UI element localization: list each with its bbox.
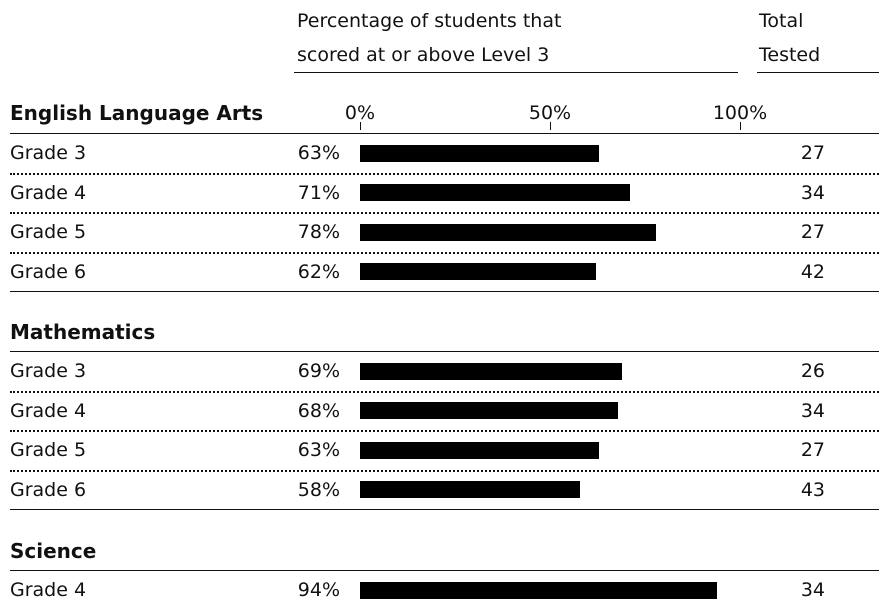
total-tested-value: 43 (800, 478, 825, 501)
total-header-line2: Tested (759, 44, 821, 66)
bar (360, 481, 581, 498)
percent-header-line2: scored at or above Level 3 (297, 44, 550, 66)
row-divider (10, 469, 879, 472)
section-top-rule (10, 351, 879, 352)
percent-header-rule (294, 72, 738, 73)
axis-tick-0 (360, 122, 361, 130)
bar (360, 184, 630, 201)
bar-value-label: 71% (297, 181, 340, 204)
bar-value-label: 63% (297, 142, 340, 164)
total-header-line1: Total (759, 10, 804, 32)
bar (360, 263, 596, 280)
row-label: Grade 5 (10, 221, 87, 243)
row-divider (10, 212, 879, 214)
total-tested-value: 26 (800, 360, 825, 382)
total-header-rule (757, 72, 879, 73)
row-label: Grade 5 (10, 439, 87, 461)
row-label: Grade 6 (10, 260, 87, 283)
section-bottom-rule (10, 509, 879, 510)
row-divider (10, 390, 879, 393)
axis-tick-label-0: 0% (344, 102, 376, 124)
row-label: Grade 3 (10, 360, 87, 382)
bar-value-label: 94% (297, 579, 340, 601)
bar (360, 362, 623, 380)
row-divider (10, 172, 879, 175)
total-tested-value: 34 (800, 181, 825, 204)
axis-tick-label-100: 100% (712, 102, 768, 124)
axis-tick-50 (550, 122, 551, 130)
section-top-rule (10, 570, 879, 571)
row-label: Grade 6 (10, 478, 87, 501)
section-bottom-rule (10, 291, 879, 292)
row-label: Grade 4 (10, 181, 87, 204)
total-tested-value: 42 (800, 260, 825, 283)
bar (360, 441, 600, 459)
total-tested-value: 27 (800, 439, 825, 461)
section-title: English Language Arts (10, 101, 264, 125)
total-tested-value: 27 (800, 221, 825, 243)
row-label: Grade 4 (10, 579, 87, 601)
section-top-rule (10, 133, 879, 134)
bar-value-label: 62% (297, 260, 340, 283)
bar-value-label: 78% (297, 221, 340, 243)
section-title: Mathematics (10, 320, 156, 344)
total-tested-value: 27 (800, 142, 825, 164)
bar-value-label: 68% (297, 399, 340, 422)
bar (360, 144, 600, 162)
bar-value-label: 63% (297, 439, 340, 461)
row-divider (10, 430, 879, 432)
bar (360, 223, 657, 241)
bar-value-label: 58% (297, 478, 340, 501)
bar-value-label: 69% (297, 360, 340, 382)
row-divider (10, 251, 879, 254)
bar (360, 581, 718, 599)
total-tested-value: 34 (800, 399, 825, 422)
total-tested-value: 34 (800, 579, 825, 601)
axis-tick-100 (740, 122, 741, 130)
axis-tick-label-50: 50% (528, 102, 572, 124)
row-label: Grade 4 (10, 399, 87, 422)
section-title: Science (10, 539, 97, 563)
percent-header-line1: Percentage of students that (297, 10, 562, 32)
bar (360, 402, 619, 419)
row-label: Grade 3 (10, 142, 87, 164)
